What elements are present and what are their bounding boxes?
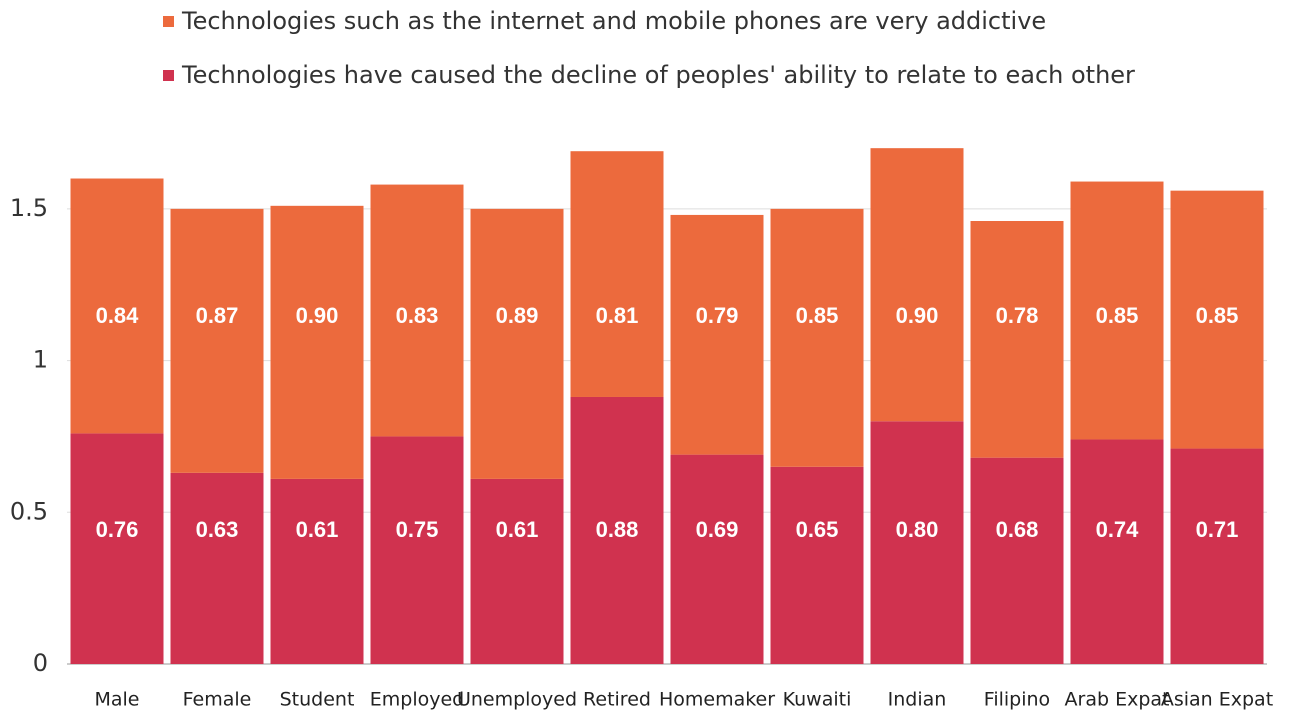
value-label: 0.84: [96, 303, 140, 328]
bar-segment: [870, 421, 964, 664]
bar-segment: [670, 454, 764, 664]
bar-segment: [1070, 439, 1164, 664]
bar-segment: [170, 208, 264, 473]
bar-segment: [470, 208, 564, 479]
bar-segment: [170, 472, 264, 664]
value-label: 0.85: [796, 303, 839, 328]
x-tick-label: Employed: [370, 689, 464, 711]
bar-segment: [270, 205, 364, 479]
value-label: 0.85: [1196, 303, 1239, 328]
y-tick-label: 0: [33, 649, 48, 677]
bar-segment: [70, 178, 164, 434]
x-tick-label: Indian: [888, 689, 947, 711]
x-tick-label: Asian Expat: [1161, 689, 1273, 711]
bar-segment: [870, 148, 964, 422]
value-label: 0.74: [1096, 517, 1140, 542]
x-tick-label: Unemployed: [457, 689, 577, 711]
x-tick-label: Homemaker: [659, 689, 775, 711]
x-tick-label: Arab Expat: [1065, 689, 1170, 711]
bar-segment: [670, 214, 764, 455]
x-tick-label: Student: [280, 689, 355, 711]
bar-segment: [470, 478, 564, 664]
legend-label: Technologies have caused the decline of …: [181, 61, 1135, 89]
x-tick-label: Filipino: [984, 689, 1050, 711]
value-label: 0.69: [696, 517, 739, 542]
value-label: 0.61: [296, 517, 339, 542]
value-label: 0.87: [196, 303, 239, 328]
value-label: 0.83: [396, 303, 439, 328]
bar-segment: [70, 433, 164, 664]
y-tick-label: 0.5: [10, 497, 48, 525]
x-tick-label: Female: [183, 689, 252, 711]
value-label: 0.85: [1096, 303, 1139, 328]
x-tick-label: Male: [94, 689, 139, 711]
y-tick-label: 1: [33, 346, 48, 374]
value-label: 0.68: [996, 517, 1039, 542]
y-tick-label: 1.5: [10, 194, 48, 222]
bar-segment: [770, 466, 864, 664]
bar-segment: [270, 478, 364, 664]
bar-segment: [1070, 181, 1164, 440]
x-tick-label: Kuwaiti: [783, 689, 852, 711]
bar-segment: [1170, 448, 1264, 664]
value-label: 0.75: [396, 517, 439, 542]
value-label: 0.80: [896, 517, 939, 542]
value-label: 0.63: [196, 517, 239, 542]
value-label: 0.78: [996, 303, 1039, 328]
legend-swatch: [163, 16, 174, 27]
bar-segment: [1170, 190, 1264, 449]
bar-segment: [970, 457, 1064, 664]
value-label: 0.90: [896, 303, 939, 328]
bar-segment: [770, 208, 864, 467]
value-label: 0.79: [696, 303, 739, 328]
bar-segment: [370, 436, 464, 664]
value-label: 0.89: [496, 303, 539, 328]
bar-segment: [570, 151, 664, 397]
value-label: 0.88: [596, 517, 639, 542]
bar-segment: [970, 220, 1064, 458]
legend-label: Technologies such as the internet and mo…: [181, 7, 1046, 35]
value-label: 0.81: [596, 303, 639, 328]
value-label: 0.61: [496, 517, 539, 542]
bar-segment: [370, 184, 464, 437]
x-tick-label: Retired: [583, 689, 651, 711]
bar-segment: [570, 396, 664, 664]
value-label: 0.76: [96, 517, 139, 542]
value-label: 0.71: [1196, 517, 1239, 542]
value-label: 0.90: [296, 303, 339, 328]
legend-swatch: [163, 70, 174, 81]
value-label: 0.65: [796, 517, 839, 542]
